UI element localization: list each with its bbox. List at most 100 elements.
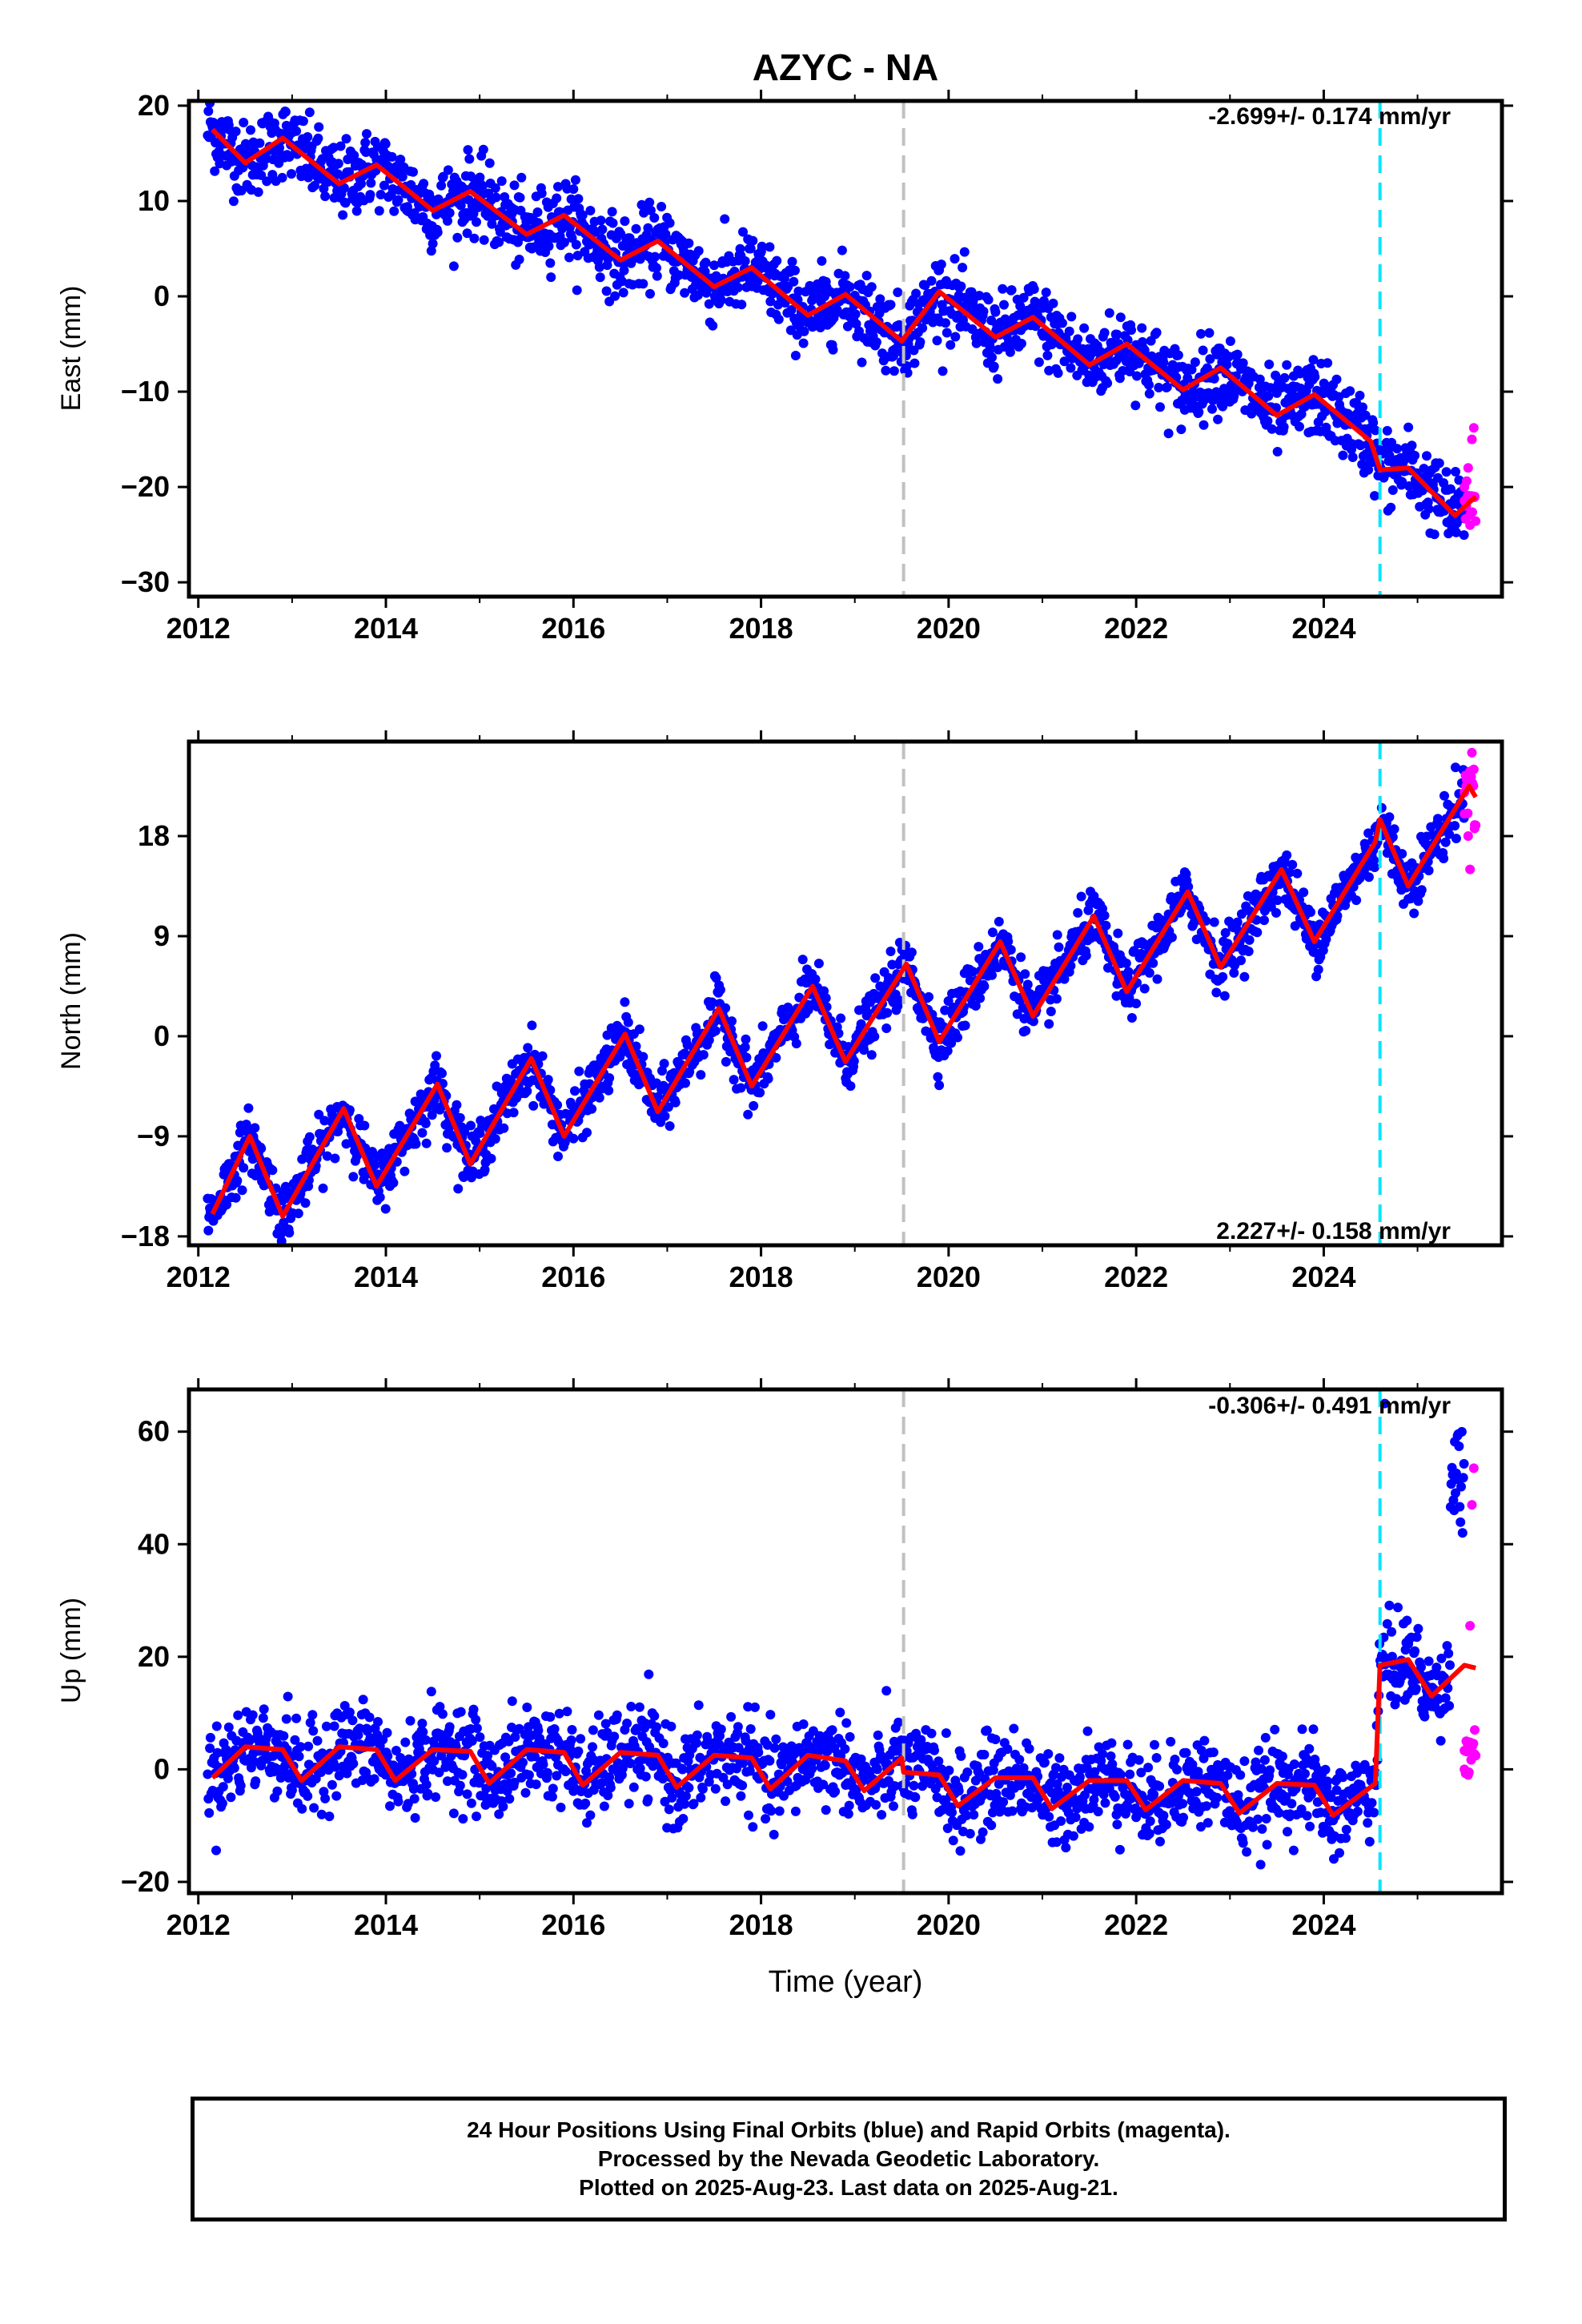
north-final-point: [1211, 987, 1222, 998]
north-final-point: [1363, 872, 1374, 883]
north-final-point: [1252, 927, 1263, 938]
north-final-point: [1439, 854, 1449, 863]
north-final-point: [729, 1075, 739, 1085]
east-final-point: [704, 299, 714, 309]
north-final-point: [960, 1020, 970, 1031]
east-ytick-label: −20: [121, 470, 170, 503]
east-final-point: [464, 154, 475, 164]
up-final-point: [1002, 1744, 1013, 1755]
north-final-point: [993, 963, 1003, 972]
north-final-point: [942, 1046, 953, 1056]
east-final-point: [566, 194, 576, 204]
north-final-point: [946, 1038, 957, 1048]
north-final-point: [797, 955, 808, 965]
east-rapid-point: [1468, 423, 1479, 433]
north-final-point: [1282, 850, 1292, 860]
north-rapid-point: [1463, 808, 1473, 818]
north-final-point: [237, 1185, 247, 1196]
up-final-point: [205, 1732, 215, 1743]
north-final-point: [1016, 952, 1026, 963]
east-final-point: [893, 287, 903, 297]
up-final-point: [229, 1763, 239, 1773]
east-final-point: [298, 116, 308, 127]
north-final-point: [1384, 812, 1395, 822]
north-final-point: [1440, 837, 1451, 847]
north-xtick-label: 2022: [1104, 1261, 1168, 1293]
up-final-point: [588, 1725, 598, 1735]
north-final-point: [715, 985, 725, 995]
north-final-point: [1121, 958, 1131, 968]
up-final-point: [369, 1774, 379, 1784]
up-final-point: [649, 1711, 660, 1721]
east-final-point: [1073, 334, 1083, 344]
north-final-point: [300, 1198, 311, 1208]
north-final-point: [1299, 887, 1309, 898]
east-final-point: [1345, 386, 1355, 396]
north-final-point: [670, 1097, 681, 1108]
east-final-point: [594, 262, 604, 272]
east-final-point: [1407, 440, 1417, 451]
east-final-point: [210, 166, 220, 176]
north-final-point: [663, 1102, 673, 1112]
up-final-point: [599, 1801, 609, 1811]
north-final-point: [471, 1136, 481, 1146]
east-final-point: [1207, 404, 1217, 414]
up-final-point: [409, 1794, 420, 1804]
east-final-point: [837, 245, 847, 255]
north-final-point: [940, 1005, 950, 1015]
up-final-point: [421, 1779, 432, 1790]
east-final-point: [608, 218, 618, 228]
up-final-point: [533, 1725, 544, 1735]
up-final-point: [483, 1751, 493, 1761]
east-final-point: [1387, 485, 1398, 495]
east-final-point: [985, 341, 995, 352]
up-final-point: [233, 1710, 243, 1720]
north-final-point: [574, 1066, 584, 1076]
east-final-point: [638, 279, 648, 289]
up-final-point: [205, 1743, 215, 1753]
up-final-point: [889, 1781, 900, 1791]
up-final-point: [704, 1777, 714, 1787]
north-final-point: [710, 1026, 721, 1036]
up-final-point: [936, 1764, 946, 1775]
east-final-point: [942, 328, 952, 338]
east-final-point: [936, 259, 946, 270]
up-final-point: [506, 1768, 516, 1779]
east-rapid-point: [1467, 434, 1477, 444]
up-final-point: [294, 1751, 304, 1762]
up-final-point: [612, 1710, 622, 1720]
north-final-point: [486, 1153, 496, 1164]
up-final-point: [420, 1735, 431, 1745]
up-final-point: [689, 1799, 699, 1809]
east-final-point: [280, 107, 291, 117]
east-final-point: [577, 210, 588, 220]
north-final-point: [437, 1068, 447, 1079]
north-rapid-point: [1467, 747, 1477, 758]
east-final-point: [745, 243, 756, 254]
up-final-point: [748, 1822, 758, 1832]
north-final-point: [380, 1204, 391, 1214]
up-final-point: [609, 1731, 620, 1742]
east-final-point: [793, 286, 804, 296]
east-final-point: [277, 172, 287, 183]
east-final-point: [790, 351, 801, 360]
east-ytick-label: −10: [121, 375, 170, 408]
east-final-point: [765, 242, 775, 252]
east-final-point: [1434, 458, 1444, 468]
up-final-point: [562, 1707, 572, 1717]
east-final-point: [1360, 410, 1371, 420]
east-final-point: [340, 198, 351, 208]
up-final-point: [435, 1702, 445, 1712]
east-final-point: [1053, 368, 1063, 378]
up-final-point: [643, 1794, 653, 1804]
east-final-point: [338, 210, 348, 220]
north-final-point: [225, 1159, 235, 1169]
north-final-point: [1351, 895, 1362, 906]
north-final-point: [1022, 979, 1033, 990]
up-final-point: [1084, 1822, 1094, 1832]
north-final-point: [304, 1132, 315, 1142]
up-final-point: [622, 1719, 632, 1728]
north-final-point: [455, 1112, 465, 1123]
up-final-point: [697, 1783, 708, 1794]
east-final-point: [284, 152, 295, 162]
